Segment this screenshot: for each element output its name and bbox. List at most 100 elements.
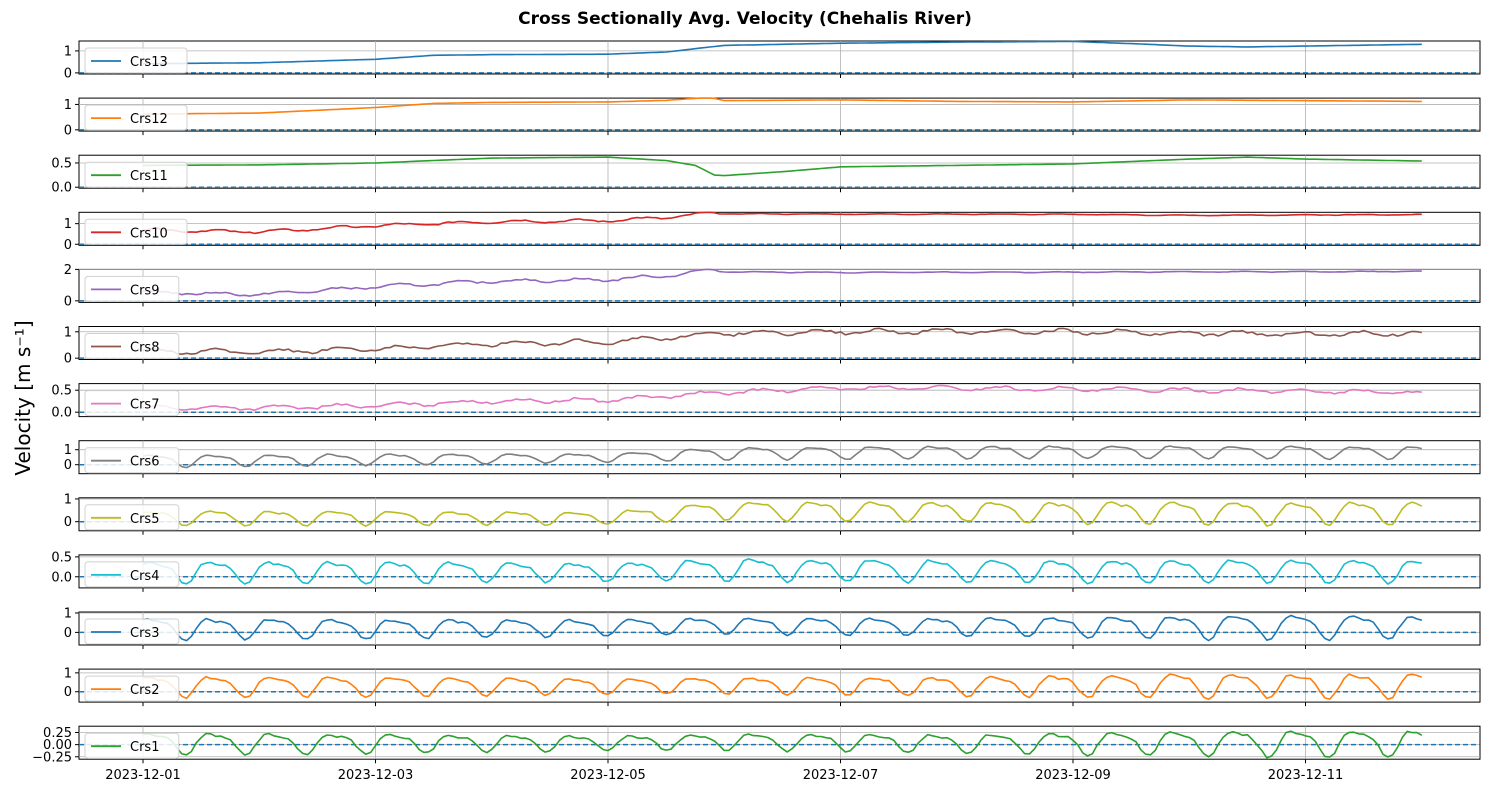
chart-title: Cross Sectionally Avg. Velocity (Chehali… [518, 9, 972, 29]
x-tick-label: 2023-12-05 [570, 768, 646, 783]
legend-crs1: Crs1 [84, 732, 180, 759]
panel-crs11: 0.0 0.5 Crs11 [51, 154, 1481, 196]
panel-crs9: 0 2 Crs9 [64, 263, 1481, 309]
y-tick-label: 0.0 [51, 570, 72, 585]
legend-crs13: Crs13 [84, 47, 188, 74]
y-tick-label: 1 [64, 217, 72, 232]
legend-crs10: Crs10 [84, 218, 188, 245]
legend-crs2: Crs2 [84, 675, 180, 702]
legend-label: Crs4 [130, 569, 159, 584]
legend-label: Crs1 [130, 740, 159, 755]
series-line-crs7 [142, 384, 1422, 412]
series-line-crs9 [143, 268, 1422, 297]
legend-crs4: Crs4 [84, 561, 180, 588]
panel-crs12: 0 1 Crs12 [64, 97, 1481, 138]
panel-frame [78, 440, 1481, 475]
y-tick-label: 0 [64, 352, 72, 367]
legend-crs12: Crs12 [84, 104, 188, 131]
panel-crs3: 0 1 Crs3 [64, 606, 1481, 649]
series-line-crs11 [143, 156, 1422, 177]
series-line-crs6 [142, 445, 1422, 469]
y-tick-label: 0 [64, 294, 72, 309]
legend-box [84, 504, 180, 531]
y-tick-label: −0.25 [32, 750, 72, 765]
panel-crs2: 0 1 Crs2 [64, 666, 1481, 707]
y-tick-label: 0.5 [51, 384, 72, 399]
legend-label: Crs9 [130, 283, 159, 298]
series-line-crs3 [142, 614, 1423, 642]
legend-label: Crs11 [130, 169, 168, 184]
series-line-crs2 [142, 673, 1423, 701]
x-tick-label: 2023-12-07 [803, 768, 879, 783]
panel-crs6: 01 Crs6 [64, 440, 1481, 478]
legend-crs7: Crs7 [84, 390, 180, 417]
y-tick-label: 0 [64, 238, 72, 253]
x-tick-label: 2023-12-11 [1268, 768, 1344, 783]
x-tick-label: 2023-12-03 [338, 768, 414, 783]
y-tick-label: 1 [64, 492, 72, 507]
y-tick-label: 1 [64, 606, 72, 621]
legend-box [84, 618, 180, 645]
legend-box [84, 447, 180, 474]
y-tick-label: 1 [64, 98, 72, 113]
panel-frame [78, 497, 1481, 532]
series-line-crs13 [142, 40, 1422, 65]
legend-box [84, 675, 180, 702]
series-line-crs5 [142, 501, 1423, 528]
y-tick-label: 1 [64, 443, 72, 458]
panel-crs8: 0 1 Crs8 [64, 325, 1481, 367]
panel-crs5: 0 1 Crs5 [64, 492, 1481, 535]
panel-crs4: 0.0 0.5 Crs4 [51, 550, 1481, 592]
legend-box [84, 104, 188, 131]
panel-frame [78, 211, 1481, 246]
y-axis-label: Velocity [m s⁻¹] [11, 320, 35, 475]
y-tick-label: 0 [64, 66, 72, 81]
legend-label: Crs7 [130, 398, 159, 413]
legend-box [84, 732, 180, 759]
series-line-crs8 [142, 327, 1422, 356]
legend-box [84, 561, 180, 588]
y-tick-label: 0 [64, 626, 72, 641]
series-line-crs4 [142, 558, 1422, 585]
panel-crs13: 0 1 Crs13 [64, 40, 1481, 81]
y-tick-label: 1 [64, 44, 72, 59]
legend-crs9: Crs9 [84, 275, 180, 302]
legend-label: Crs8 [130, 341, 159, 356]
panel-frame [78, 97, 1481, 132]
legend-crs5: Crs5 [84, 504, 180, 531]
x-axis-ticks: 2023-12-01 2023-12-03 2023-12-05 2023-12-07… [105, 768, 1343, 783]
y-tick-label: 1 [64, 325, 72, 340]
legend-label: Crs10 [130, 226, 168, 241]
y-tick-label: 0 [64, 458, 72, 473]
series-line-crs10 [142, 211, 1422, 235]
y-tick-label: 0.5 [51, 550, 72, 565]
legend-box [84, 47, 188, 74]
panel-frame [78, 268, 1481, 303]
legend-crs8: Crs8 [84, 333, 180, 359]
legend-crs3: Crs3 [84, 618, 180, 645]
legend-crs11: Crs11 [84, 161, 188, 188]
series-line-crs1 [142, 730, 1423, 759]
legend-box [84, 161, 188, 188]
panel-frame [78, 668, 1481, 703]
y-tick-label: 0 [64, 515, 72, 530]
panel-frame [78, 554, 1481, 589]
y-tick-label: 0.0 [51, 181, 72, 196]
legend-label: Crs3 [130, 626, 159, 641]
legend-label: Crs6 [130, 455, 159, 470]
panel-frame [78, 725, 1481, 760]
legend-crs6: Crs6 [84, 447, 180, 474]
x-tick-label: 2023-12-09 [1035, 768, 1111, 783]
panel-crs1: −0.250.000.25 Crs1 [32, 725, 1481, 765]
legend-label: Crs12 [130, 112, 168, 127]
legend-box [84, 390, 180, 417]
panel-crs10: 0 1 Crs10 [64, 211, 1481, 253]
legend-box [84, 218, 188, 245]
y-tick-label: 0 [64, 123, 72, 138]
y-tick-label: 0.0 [51, 406, 72, 421]
y-tick-label: 0.00 [43, 738, 72, 753]
y-tick-label: 0 [64, 685, 72, 700]
y-tick-label: 2 [64, 263, 72, 278]
legend-label: Crs13 [130, 55, 168, 70]
